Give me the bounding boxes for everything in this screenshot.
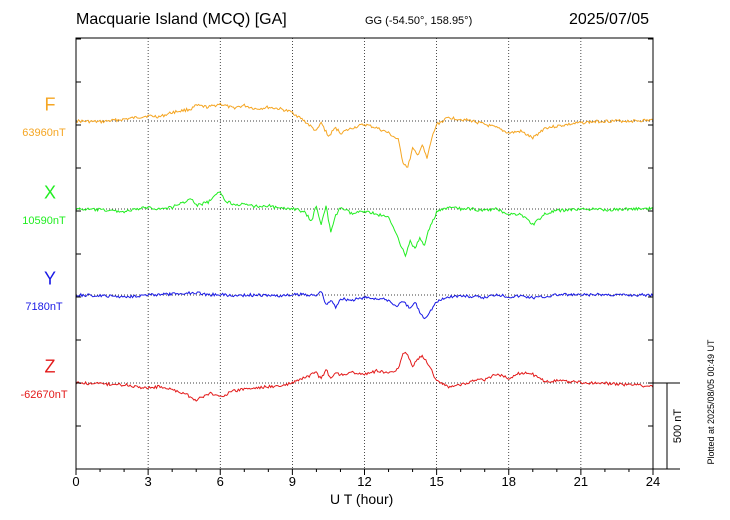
series-letter-z: Z (44, 356, 56, 377)
x-tick-label: 9 (288, 474, 296, 489)
x-tick-label: 6 (216, 474, 224, 489)
ticks (75, 38, 654, 475)
series-baseline-f: 63960nT (22, 127, 66, 139)
plotted-timestamp: Plotted at 2025/08/05 00:49 UT (706, 339, 716, 465)
x-tick-label: 18 (501, 474, 516, 489)
x-tick-label: 12 (357, 474, 372, 489)
trace-z (75, 351, 654, 402)
station-coords: GG (-54.50°, 158.95°) (365, 15, 473, 27)
series-baseline-x: 10590nT (22, 215, 66, 227)
plot-date: 2025/07/05 (569, 11, 650, 28)
series-baseline-y: 7180nT (25, 301, 63, 313)
scale-bar-label: 500 nT (672, 408, 684, 444)
station-title: Macquarie Island (MCQ) [GA] (76, 11, 287, 28)
trace-f (75, 102, 654, 168)
series-letter-x: X (43, 182, 57, 203)
series-baseline-z: -62670nT (20, 389, 68, 401)
series-letter-y: Y (43, 268, 57, 289)
traces (75, 102, 654, 402)
x-tick-label: 24 (645, 474, 661, 489)
scale-bar (653, 382, 680, 470)
trace-y (75, 290, 654, 320)
trace-x (75, 191, 654, 258)
x-tick-label: 0 (72, 474, 80, 489)
grid-lines (147, 38, 582, 469)
series-letter-f: F (44, 94, 56, 115)
x-tick-label: 15 (429, 474, 444, 489)
x-tick-label: 3 (144, 474, 152, 489)
baselines (76, 120, 653, 384)
x-tick-label: 21 (573, 474, 589, 489)
x-axis-label: U T (hour) (330, 491, 394, 507)
